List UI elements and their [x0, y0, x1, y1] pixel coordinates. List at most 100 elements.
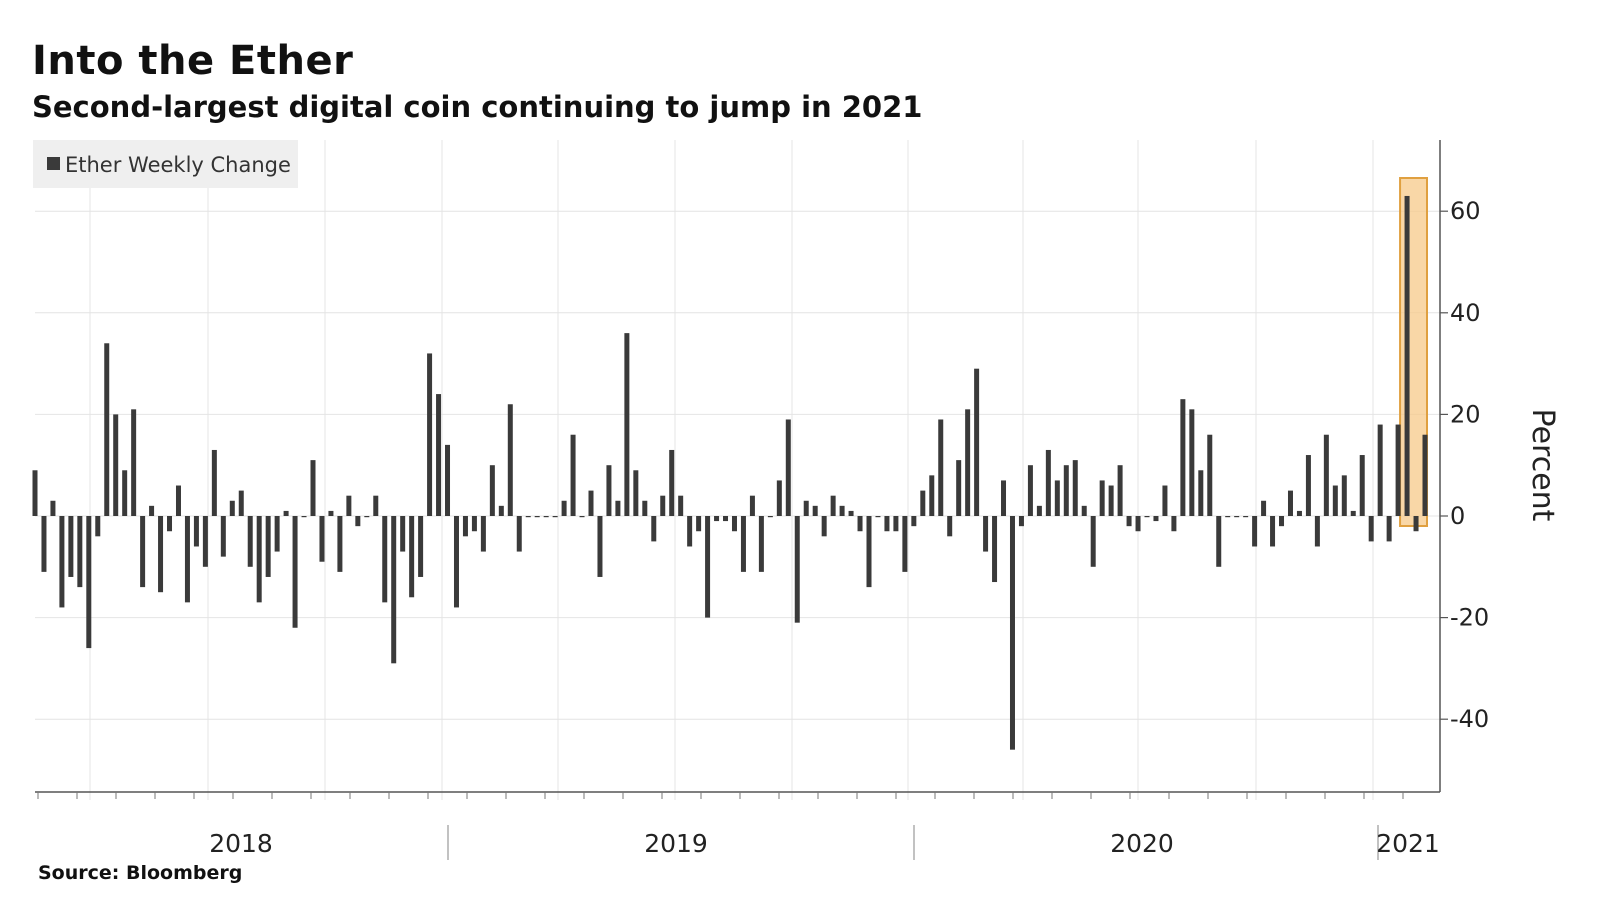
bar — [758, 516, 764, 572]
bar — [247, 516, 253, 567]
bar — [1395, 424, 1401, 516]
bar — [274, 516, 280, 552]
bar — [552, 516, 558, 518]
bar — [400, 516, 406, 552]
bar — [59, 516, 65, 608]
bar — [1350, 510, 1356, 516]
bar — [131, 409, 137, 516]
y-tick-label: 0 — [1450, 502, 1465, 530]
bar — [140, 516, 146, 588]
bar — [857, 516, 863, 532]
bar — [839, 505, 845, 516]
bar — [821, 516, 827, 537]
bar — [292, 516, 298, 628]
bar — [965, 409, 971, 516]
bar — [68, 516, 74, 577]
bar — [1108, 485, 1114, 516]
y-tick-label: -20 — [1450, 604, 1489, 632]
bar — [1279, 516, 1285, 527]
legend-label: Ether Weekly Change — [65, 153, 291, 177]
bar — [902, 516, 908, 572]
bar — [355, 516, 361, 527]
bar — [409, 516, 415, 598]
bar — [1153, 516, 1159, 522]
bar — [364, 516, 370, 518]
bar — [95, 516, 101, 537]
bar — [534, 516, 540, 518]
bar — [1090, 516, 1096, 567]
x-period-label: 2021 — [1376, 829, 1440, 858]
bar — [1001, 480, 1007, 516]
bar — [678, 495, 684, 516]
bar — [561, 500, 567, 516]
bar — [122, 470, 128, 516]
bar — [606, 465, 612, 516]
bar — [731, 516, 737, 532]
y-tick-label: 40 — [1450, 299, 1481, 327]
bar — [32, 470, 38, 516]
bar — [301, 516, 307, 518]
bar — [1314, 516, 1320, 547]
bar — [579, 516, 585, 518]
bar — [86, 516, 92, 649]
bar — [1198, 470, 1204, 516]
bar — [1081, 505, 1087, 516]
bar — [588, 490, 594, 516]
bar — [113, 414, 119, 516]
bar — [884, 516, 890, 532]
bar — [1305, 455, 1311, 516]
bar — [1189, 409, 1195, 516]
y-tick-label: 20 — [1450, 400, 1481, 428]
x-period-label: 2018 — [209, 829, 273, 858]
bar — [785, 419, 791, 516]
bar — [1216, 516, 1222, 567]
bar — [418, 516, 424, 577]
bar — [453, 516, 459, 608]
y-tick-label: -40 — [1450, 705, 1489, 733]
bar — [1234, 516, 1240, 518]
bar — [1126, 516, 1132, 527]
bar — [1377, 424, 1383, 516]
bar — [740, 516, 746, 572]
bar — [202, 516, 208, 567]
bar — [660, 495, 666, 516]
bar — [1261, 500, 1267, 516]
bar — [256, 516, 262, 603]
bar — [498, 505, 504, 516]
bar — [983, 516, 989, 552]
bar — [382, 516, 388, 603]
y-axis-label: Percent — [1525, 409, 1560, 522]
bar — [1171, 516, 1177, 532]
bar — [1009, 516, 1015, 750]
legend-swatch — [47, 157, 60, 170]
bar — [1323, 434, 1329, 516]
bar — [238, 490, 244, 516]
bar — [373, 495, 379, 516]
bar — [767, 516, 773, 518]
bar — [1332, 485, 1338, 516]
bar — [1252, 516, 1258, 547]
bar — [436, 394, 442, 516]
bar — [947, 516, 953, 537]
bar — [471, 516, 477, 532]
bar — [597, 516, 603, 577]
bar — [1207, 434, 1213, 516]
bar — [1287, 490, 1293, 516]
bar — [714, 516, 720, 522]
bar — [1063, 465, 1069, 516]
bar — [1135, 516, 1141, 532]
bar — [687, 516, 693, 547]
bar — [525, 516, 531, 518]
bar — [749, 495, 755, 516]
bar — [642, 500, 648, 516]
bar — [462, 516, 468, 537]
bar — [920, 490, 926, 516]
bar — [445, 444, 451, 516]
bar — [1054, 480, 1060, 516]
bar — [803, 500, 809, 516]
bar — [328, 510, 334, 516]
bar — [391, 516, 397, 664]
bar — [570, 434, 576, 516]
bar — [50, 500, 56, 516]
